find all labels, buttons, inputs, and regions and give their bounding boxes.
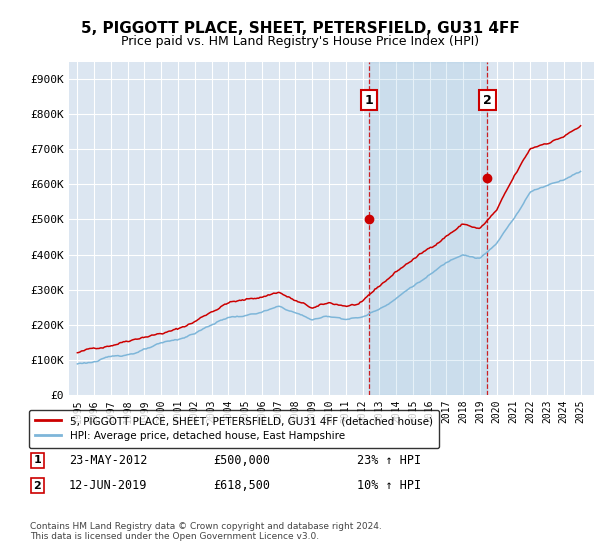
Legend: 5, PIGGOTT PLACE, SHEET, PETERSFIELD, GU31 4FF (detached house), HPI: Average pr: 5, PIGGOTT PLACE, SHEET, PETERSFIELD, GU…	[29, 409, 439, 447]
Bar	[369, 62, 487, 395]
Text: 10% ↑ HPI: 10% ↑ HPI	[357, 479, 421, 492]
Text: 2: 2	[483, 94, 492, 107]
Text: Contains HM Land Registry data © Crown copyright and database right 2024.
This d: Contains HM Land Registry data © Crown c…	[30, 522, 382, 542]
Text: 23-MAY-2012: 23-MAY-2012	[69, 454, 148, 467]
Text: 12-JUN-2019: 12-JUN-2019	[69, 479, 148, 492]
Text: 5, PIGGOTT PLACE, SHEET, PETERSFIELD, GU31 4FF: 5, PIGGOTT PLACE, SHEET, PETERSFIELD, GU…	[80, 21, 520, 36]
Text: 2: 2	[34, 480, 41, 491]
Text: 23% ↑ HPI: 23% ↑ HPI	[357, 454, 421, 467]
Text: £500,000: £500,000	[213, 454, 270, 467]
Text: 1: 1	[365, 94, 373, 107]
Text: 1: 1	[34, 455, 41, 465]
Text: £618,500: £618,500	[213, 479, 270, 492]
Text: Price paid vs. HM Land Registry's House Price Index (HPI): Price paid vs. HM Land Registry's House …	[121, 35, 479, 48]
